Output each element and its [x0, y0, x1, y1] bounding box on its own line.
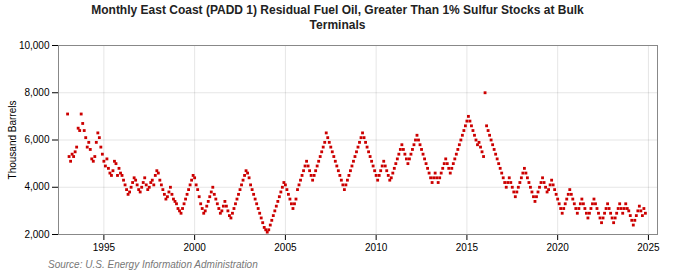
svg-text:Thousand Barrels: Thousand Barrels: [7, 101, 18, 180]
svg-text:2000: 2000: [184, 242, 207, 253]
svg-text:2025: 2025: [637, 242, 660, 253]
html-text:Source: U.S. Energy Informatio: Source: U.S. Energy Information Administ…: [48, 259, 258, 270]
svg-text:2020: 2020: [547, 242, 570, 253]
svg-text:1995: 1995: [93, 242, 116, 253]
svg-text:2,000: 2,000: [24, 229, 49, 240]
svg-text:2005: 2005: [274, 242, 297, 253]
svg-text:10,000: 10,000: [19, 40, 50, 51]
svg-text:2010: 2010: [365, 242, 388, 253]
svg-text:8,000: 8,000: [24, 87, 49, 98]
svg-text:2015: 2015: [456, 242, 479, 253]
html-text:Monthly East Coast (PADD 1) Re: Monthly East Coast (PADD 1) Residual Fue…: [91, 3, 584, 32]
svg-text:4,000: 4,000: [24, 181, 49, 192]
svg-text:6,000: 6,000: [24, 134, 49, 145]
